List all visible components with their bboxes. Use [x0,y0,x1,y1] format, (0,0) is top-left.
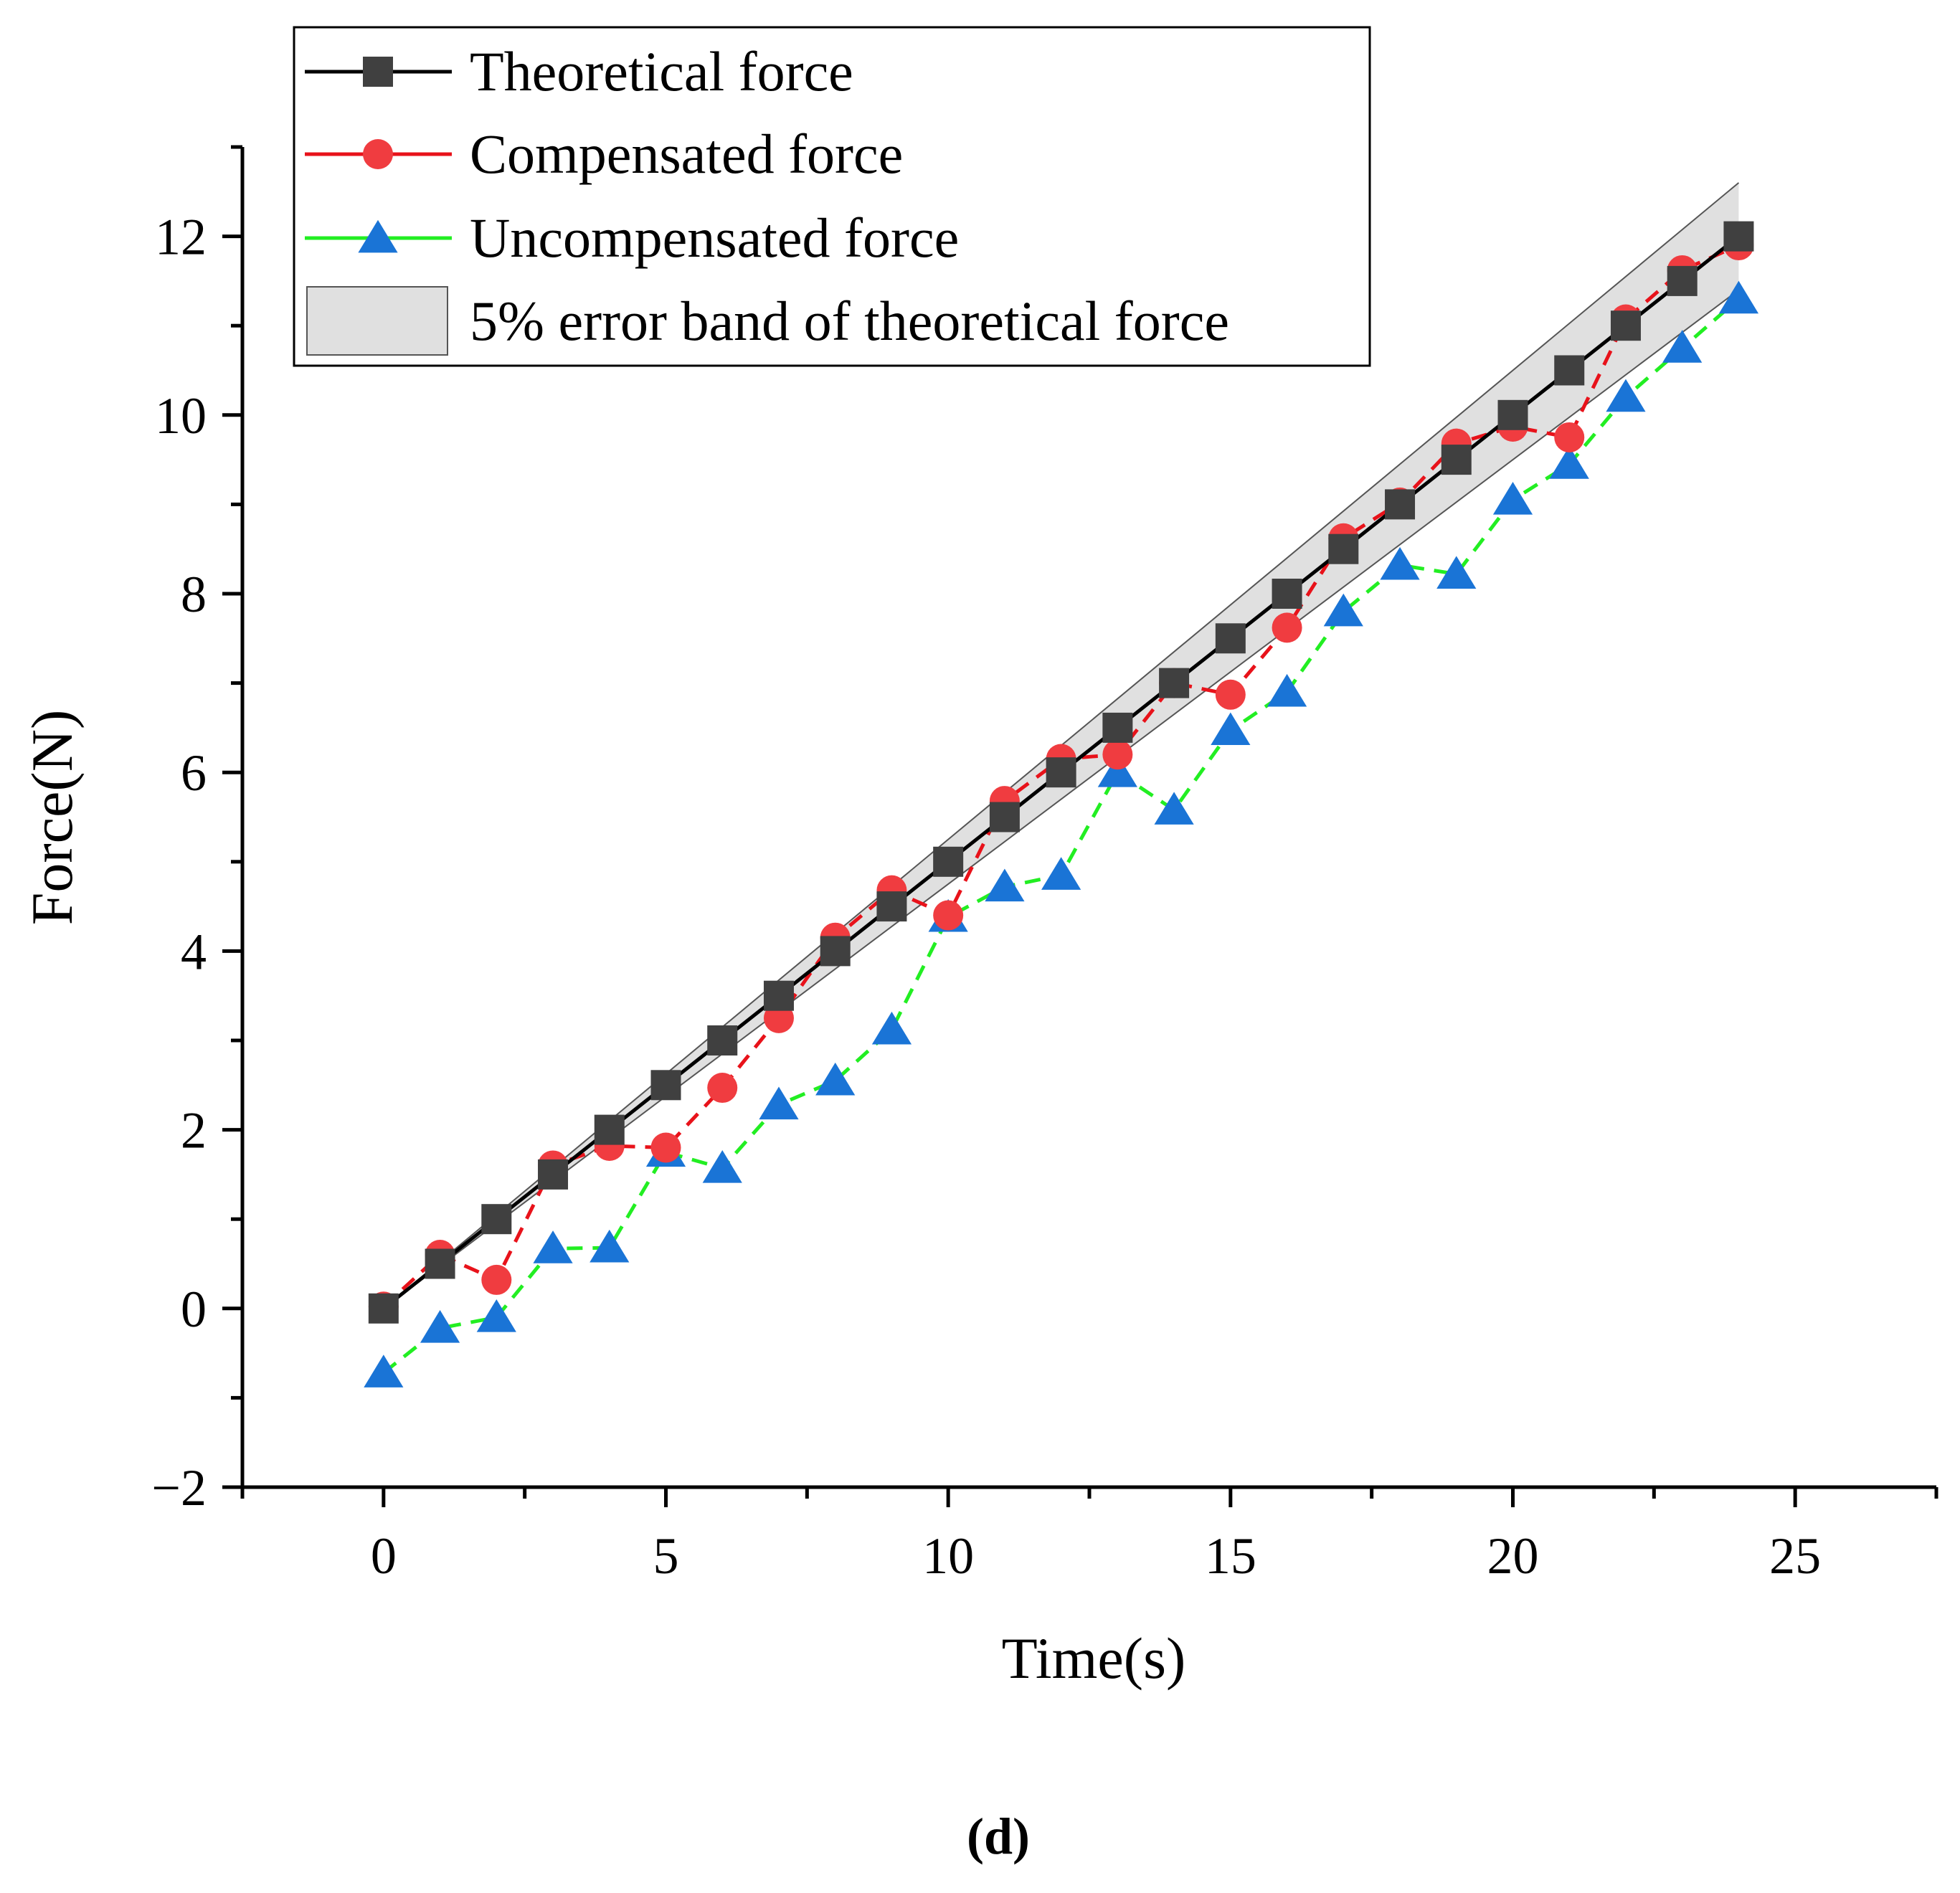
compensated-force-point [1272,612,1302,643]
y-tick-label: 4 [181,923,207,980]
theoretical-force-point [989,802,1020,832]
axis-titles: Time(s) Force(N) [19,710,1185,1691]
compensated-force-point [707,1073,738,1104]
legend-marker-theoretical-force [363,57,393,87]
theoretical-force-point [763,980,794,1011]
uncompensated-force-point [871,1011,912,1045]
theoretical-force-point [481,1204,512,1235]
uncompensated-force-point [702,1149,742,1183]
compensated-force-point [1554,422,1585,452]
error-band-lower-edge [383,289,1740,1309]
theoretical-force-point [538,1159,569,1190]
theoretical-force-point [1497,399,1528,430]
panel-label: (d) [967,1808,1030,1865]
uncompensated-force-point [1323,593,1363,627]
uncompensated-force-point [985,868,1025,902]
y-tick-label: 6 [181,744,207,802]
uncompensated-force-point [533,1230,573,1263]
legend-label-compensated-force: Compensated force [470,123,903,185]
uncompensated-force-point [1606,379,1646,412]
y-tick-label: 8 [181,566,207,623]
series-layer [364,221,1759,1387]
x-tick-label: 20 [1487,1527,1539,1585]
y-tick-label: 12 [155,209,207,266]
uncompensated-force-point [476,1299,516,1332]
uncompensated-force-point [1549,446,1589,479]
theoretical-force-point [1272,579,1302,609]
theoretical-force-point [1159,668,1190,698]
theoretical-force-point [1102,712,1133,743]
theoretical-force-point [1667,265,1698,296]
theoretical-force-point [368,1293,399,1324]
uncompensated-force-point [815,1062,856,1096]
compensated-force-point [650,1132,681,1163]
theoretical-force-point [876,891,907,922]
theoretical-force-point [1610,310,1641,341]
legend-box [293,26,1371,367]
uncompensated-force-point [590,1229,630,1263]
uncompensated-force-point [1211,712,1251,746]
ticks: 0 5 10 15 20 25 −2 0 2 4 6 8 10 12 [151,145,1938,1585]
legend-marker-compensated-force [363,139,393,169]
uncompensated-force-point [1718,280,1759,314]
theoretical-force-point [650,1070,681,1101]
uncompensated-force-point [759,1086,799,1120]
theoretical-force-point [425,1248,455,1279]
y-tick-label: 0 [181,1281,207,1338]
legend-label-theoretical-force: Theoretical force [470,40,853,103]
theoretical-force-point [1554,355,1585,386]
theoretical-force-point [707,1025,738,1055]
theoretical-force-point [1385,489,1416,520]
x-tick-label: 5 [653,1527,679,1585]
uncompensated-force-point [364,1354,404,1387]
x-tick-label: 10 [922,1527,974,1585]
uncompensated-force-point [1041,857,1081,890]
uncompensated-force-point [1436,556,1477,589]
legend-label-uncompensated-force: Uncompensated force [470,207,959,269]
theoretical-force-point [1328,533,1359,564]
compensated-force-point [1215,679,1246,710]
y-tick-label: 10 [155,387,207,445]
compensated-force-point [1102,739,1133,770]
compensated-force-point [481,1264,512,1295]
uncompensated-force-point [1097,754,1137,787]
uncompensated-force-point [1662,330,1703,363]
uncompensated-force-point [1267,673,1307,707]
uncompensated-force-line [382,297,1741,1375]
y-tick-label: 2 [181,1102,207,1159]
legend-swatch-error-band [306,286,448,356]
y-axis-title: Force(N) [19,710,85,926]
theoretical-force-point [594,1114,625,1145]
legend-marker-uncompensated-force [358,219,398,253]
x-tick-label: 15 [1205,1527,1256,1585]
legend-label-error-band: 5% error band of theoretical force [470,290,1229,352]
theoretical-force-point [1723,221,1754,252]
theoretical-force-point [1441,445,1472,475]
theoretical-force-point [933,846,964,877]
theoretical-force-point [1215,623,1246,654]
theoretical-force-point [820,936,851,967]
series-theoretical-force [368,221,1754,1324]
uncompensated-force-point [420,1310,460,1343]
theoretical-force-point [1046,757,1076,788]
x-axis-title: Time(s) [1002,1626,1186,1691]
x-tick-label: 25 [1769,1527,1821,1585]
compensated-force-point [933,900,964,931]
legend: Theoretical force Compensated force Uncomp… [293,26,1371,367]
y-tick-label: −2 [151,1459,207,1517]
uncompensated-force-point [1154,792,1194,825]
uncompensated-force-point [1380,546,1420,580]
uncompensated-force-point [1492,481,1533,515]
series-uncompensated-force [364,280,1759,1387]
x-tick-label: 0 [371,1527,397,1585]
